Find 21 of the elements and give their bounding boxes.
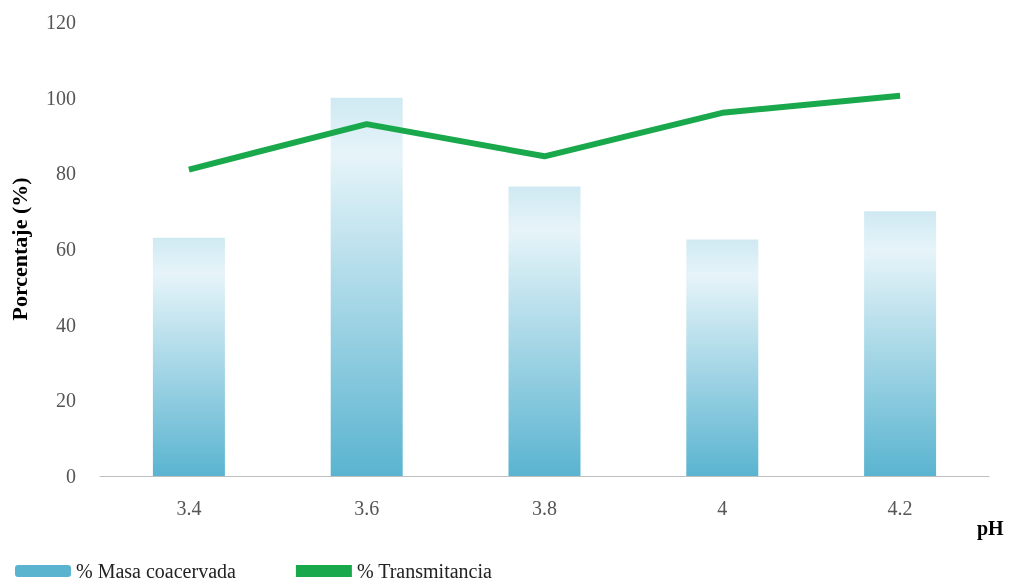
legend-label: % Masa coacervada [76, 560, 237, 582]
y-tick-label: 60 [56, 238, 76, 260]
y-tick-label: 100 [46, 86, 76, 109]
x-tick-label: 4.2 [887, 497, 913, 519]
bar [330, 97, 403, 476]
legend-label: % Transmitancia [356, 560, 493, 582]
bar [864, 211, 937, 476]
x-tick-label: 4 [717, 497, 728, 519]
x-tick-label: 3.6 [354, 497, 380, 519]
y-axis-title: Porcentaje (%) [6, 177, 32, 321]
y-tick-label: 0 [66, 465, 76, 487]
x-axis-title: pH [977, 517, 1005, 540]
x-tick-label: 3.4 [176, 497, 202, 519]
bar [686, 239, 759, 476]
y-tick-label: 120 [46, 11, 76, 33]
y-tick-label: 80 [56, 162, 76, 185]
x-tick-label: 3.8 [532, 497, 557, 519]
y-tick-label: 20 [56, 389, 76, 412]
bar [508, 186, 581, 476]
y-tick-label: 40 [56, 313, 76, 336]
bar [152, 237, 225, 476]
